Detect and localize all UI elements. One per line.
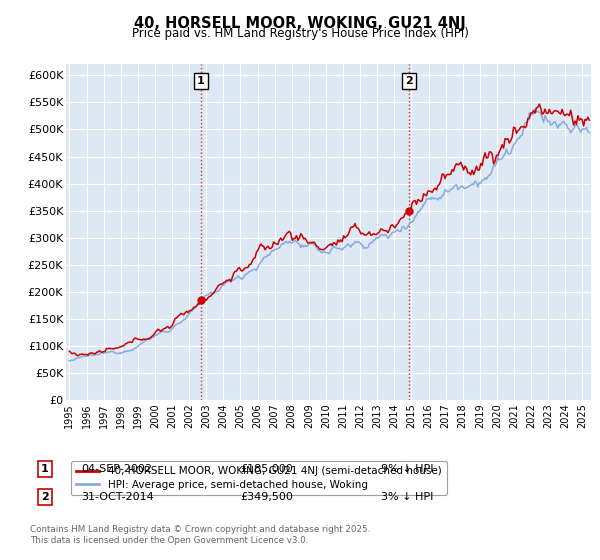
Text: £349,500: £349,500 [240, 492, 293, 502]
Text: Price paid vs. HM Land Registry's House Price Index (HPI): Price paid vs. HM Land Registry's House … [131, 27, 469, 40]
Text: £185,000: £185,000 [240, 464, 293, 474]
Text: 3% ↓ HPI: 3% ↓ HPI [381, 492, 433, 502]
Text: 31-OCT-2014: 31-OCT-2014 [81, 492, 154, 502]
Text: 2: 2 [404, 76, 412, 86]
Text: Contains HM Land Registry data © Crown copyright and database right 2025.
This d: Contains HM Land Registry data © Crown c… [30, 525, 370, 545]
Legend: 40, HORSELL MOOR, WOKING, GU21 4NJ (semi-detached house), HPI: Average price, se: 40, HORSELL MOOR, WOKING, GU21 4NJ (semi… [71, 461, 446, 495]
Text: 1: 1 [197, 76, 205, 86]
Text: 2: 2 [41, 492, 49, 502]
Text: 04-SEP-2002: 04-SEP-2002 [81, 464, 152, 474]
Text: 9% ↓ HPI: 9% ↓ HPI [381, 464, 433, 474]
Text: 1: 1 [41, 464, 49, 474]
Text: 40, HORSELL MOOR, WOKING, GU21 4NJ: 40, HORSELL MOOR, WOKING, GU21 4NJ [134, 16, 466, 31]
